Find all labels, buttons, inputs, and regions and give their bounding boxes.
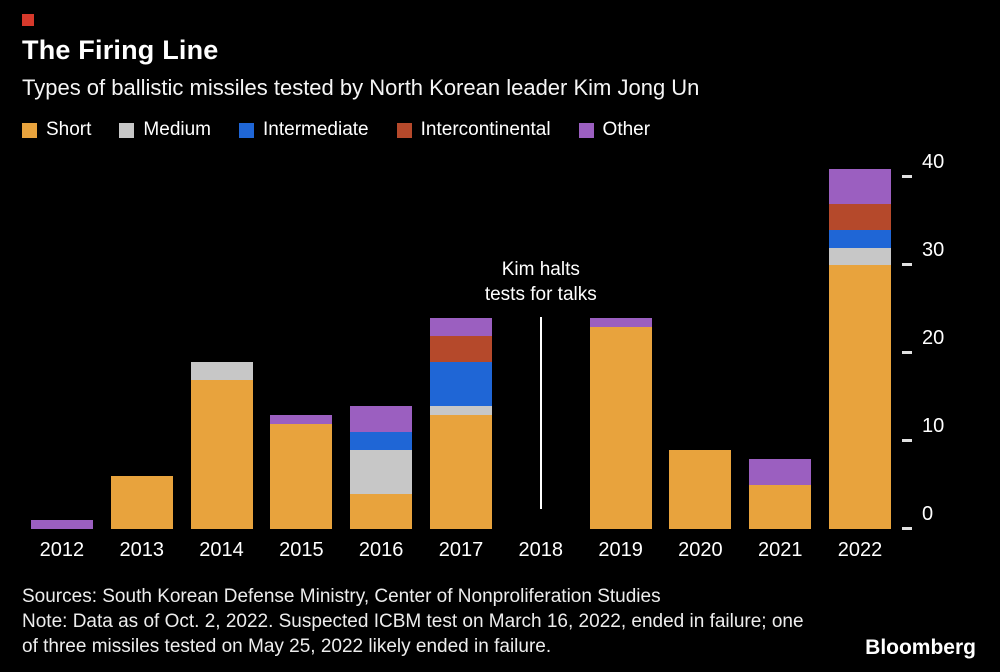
y-tick-20: [902, 351, 912, 355]
segment-medium-2017: [429, 405, 492, 415]
legend-item-intercontinental: Intercontinental: [396, 119, 551, 141]
legend-label-short: Short: [46, 119, 92, 140]
annotation-text: Kim halts tests for talks: [485, 257, 597, 307]
legend-swatch-intercontinental: [396, 122, 412, 138]
y-tick-label-0: 0: [922, 503, 934, 525]
bar-column-2014: [182, 151, 262, 529]
bar-column-2018: Kim halts tests for talks: [485, 151, 597, 529]
x-tick-label-2017: 2017: [438, 539, 484, 561]
segment-medium-2016: [350, 449, 413, 494]
annotation-text-line: Kim halts: [501, 258, 580, 280]
bar-column-2017: [421, 151, 501, 529]
segment-other-2012: [30, 520, 93, 529]
x-axis: 2012 2013 2014 2015 2016 2017 2018 2019 2020 2021…: [22, 539, 900, 562]
segment-short-2014: [190, 379, 253, 529]
stacked-bar-2016: [350, 405, 413, 529]
bloomberg-logo: Bloomberg: [865, 636, 976, 659]
segment-medium-2022: [829, 247, 892, 266]
segment-intercontinental-2017: [429, 335, 492, 362]
x-tick-label-2022: 2022: [837, 539, 883, 561]
segment-short-2019: [589, 326, 652, 529]
segment-short-2013: [110, 476, 173, 529]
segment-other-2021: [749, 458, 812, 485]
x-tick-label-2018: 2018: [518, 539, 564, 561]
segment-short-2022: [829, 265, 892, 529]
segment-short-2021: [749, 485, 812, 529]
x-tick-label-2013: 2013: [119, 539, 164, 561]
legend-item-medium: Medium: [119, 119, 211, 141]
bar-column-2022: [820, 151, 900, 529]
y-tick-0: [902, 527, 912, 530]
footer: Sources: South Korean Defense Ministry, …: [22, 584, 978, 659]
note-text: Note: Data as of Oct. 2, 2022. Suspected…: [22, 611, 804, 658]
legend-item-short: Short: [22, 119, 91, 141]
bar-column-2019: [581, 151, 661, 529]
segment-intercontinental-2022: [829, 203, 892, 231]
bar-column-2020: [661, 151, 741, 529]
segment-other-2017: [429, 317, 492, 336]
legend-label-other: Other: [602, 119, 651, 140]
stacked-bar-2021: [749, 458, 812, 529]
stacked-bar-2012: [30, 520, 93, 529]
stacked-bar-2014: [190, 362, 253, 529]
bar-column-2021: [740, 151, 820, 529]
x-tick-label-2015: 2015: [279, 539, 324, 561]
x-tick-label-2016: 2016: [358, 539, 404, 561]
y-tick-label-20: 20: [922, 327, 945, 350]
legend: Short Medium Intermediate Intercontinental O…: [22, 119, 978, 141]
legend-label-intermediate: Intermediate: [263, 119, 369, 140]
segment-intermediate-2022: [829, 230, 892, 248]
legend-label-intercontinental: Intercontinental: [420, 119, 551, 140]
segment-other-2022: [829, 168, 892, 204]
bar-column-2016: [341, 151, 421, 529]
chart-title: The Firing Line: [22, 35, 219, 65]
x-tick-label-2020: 2020: [678, 539, 723, 561]
y-axis: 0 10 20 30 40: [900, 151, 978, 530]
x-tick-label-2014: 2014: [199, 539, 244, 561]
bar-column-2012: [22, 151, 102, 529]
stacked-bar-2015: [270, 414, 333, 529]
legend-swatch-intermediate: [239, 122, 254, 138]
segment-short-2016: [350, 493, 413, 529]
sources-text: Sources: South Korean Defense Ministry, …: [22, 586, 661, 607]
segment-other-2016: [350, 405, 413, 433]
segment-other-2015: [270, 414, 333, 424]
y-tick-label-40: 40: [922, 151, 945, 174]
annotation-line: [539, 317, 542, 509]
stacked-bar-2013: [110, 476, 173, 529]
bar-column-2015: [261, 151, 341, 529]
x-tick-label-2019: 2019: [598, 539, 643, 561]
legend-item-intermediate: Intermediate: [239, 119, 369, 141]
legend-swatch-other: [578, 122, 594, 138]
bloomberg-accent-square: [22, 14, 34, 26]
x-tick-label-2012: 2012: [39, 539, 85, 561]
stacked-bar-2017: [429, 317, 492, 529]
plot-area: Kim halts tests for talks: [22, 151, 900, 529]
segment-short-2017: [429, 414, 492, 529]
y-tick-label-30: 30: [922, 239, 945, 262]
stacked-bar-2019: [589, 318, 652, 529]
legend-swatch-short: [22, 122, 37, 138]
y-tick-30: [902, 263, 912, 267]
segment-intermediate-2017: [429, 361, 492, 406]
chart-subtitle: Types of ballistic missiles tested by No…: [22, 75, 700, 100]
stacked-bar-2022: [829, 168, 892, 529]
x-tick-label-2021: 2021: [757, 539, 803, 561]
annotation-text-line: tests for talks: [484, 283, 597, 305]
legend-swatch-medium: [119, 122, 135, 138]
segment-short-2020: [669, 449, 732, 529]
segment-intermediate-2016: [350, 432, 413, 450]
chart: Kim halts tests for talks 0 10 20 30 40: [22, 151, 978, 530]
segment-other-2019: [589, 318, 652, 327]
bar-column-2013: [102, 151, 182, 529]
y-tick-label-10: 10: [922, 415, 945, 438]
stacked-bar-2020: [669, 449, 732, 529]
segment-medium-2014: [190, 362, 253, 380]
legend-label-medium: Medium: [143, 119, 211, 140]
y-tick-10: [902, 439, 912, 443]
legend-item-other: Other: [578, 119, 651, 141]
y-tick-40: [902, 175, 912, 179]
segment-short-2015: [270, 423, 333, 529]
